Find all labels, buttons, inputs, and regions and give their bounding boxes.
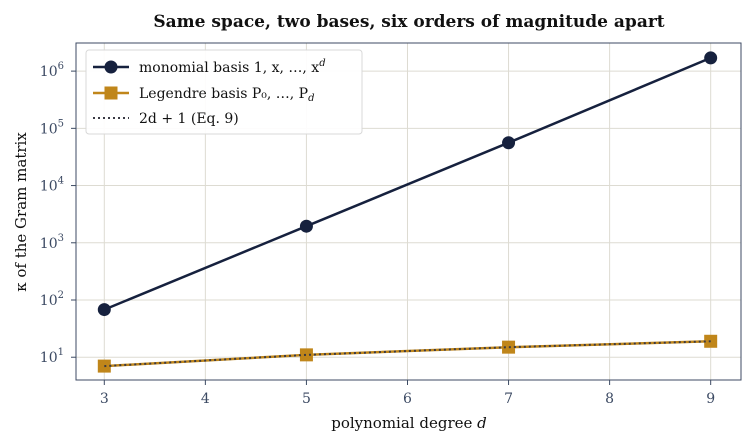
x-tick-label: 5 (302, 391, 311, 407)
legend-label-reference: 2d + 1 (Eq. 9) (139, 111, 239, 127)
data-point-monomial (502, 136, 516, 150)
data-point-monomial (299, 219, 313, 233)
y-tick-label: 102 (40, 290, 64, 309)
x-tick-label: 6 (403, 391, 412, 407)
y-tick-exponent: 2 (58, 290, 64, 301)
x-tick-label: 9 (706, 391, 715, 407)
legend-entry-legendre: Legendre basis P₀, …, Pd (93, 86, 315, 104)
y-tick-label: 105 (40, 118, 64, 137)
series-reference (104, 340, 711, 368)
y-tick-label: 103 (40, 233, 64, 252)
chart-title: Same space, two bases, six orders of mag… (153, 12, 664, 32)
x-axis-label: polynomial degree d (331, 414, 487, 432)
legend-label-monomial: monomial basis 1, x, …, xd (139, 58, 326, 76)
legend-box (85, 49, 363, 135)
data-point-monomial (97, 303, 111, 317)
series-line-monomial (103, 56, 712, 311)
y-tick-label: 104 (40, 176, 64, 195)
data-point-legendre (502, 340, 516, 354)
y-tick-base: 10 (40, 350, 58, 366)
y-tick-base: 10 (40, 179, 58, 195)
legend-label-monomial-sup: d (319, 58, 325, 69)
data-point-legendre (299, 348, 313, 362)
legend-label-legendre-sub: d (308, 93, 314, 104)
legend-label-legendre: Legendre basis P₀, …, Pd (139, 86, 315, 104)
y-tick-base: 10 (40, 236, 58, 252)
legend-label-monomial-text: monomial basis 1, x, …, x (139, 60, 319, 76)
series-line-reference (104, 340, 711, 368)
x-axis-ticks: 3 4 5 6 7 8 9 (100, 380, 715, 407)
x-tick-label: 7 (504, 391, 513, 407)
legend: monomial basis 1, x, …, xd Legendre basi… (85, 49, 363, 135)
y-tick-label: 101 (40, 347, 64, 366)
x-tick-label: 4 (201, 391, 210, 407)
legend-entry-monomial: monomial basis 1, x, …, xd (93, 58, 326, 76)
y-tick-label: 106 (40, 61, 64, 80)
plot-frame (75, 42, 742, 381)
y-tick-exponent: 1 (58, 347, 64, 358)
legend-entry-reference: 2d + 1 (Eq. 9) (93, 111, 239, 127)
y-tick-exponent: 3 (58, 233, 64, 244)
x-axis-label-text: polynomial degree (331, 414, 477, 432)
y-tick-base: 10 (40, 64, 58, 80)
y-tick-exponent: 4 (58, 176, 64, 187)
y-tick-base: 10 (40, 293, 58, 309)
y-tick-exponent: 5 (58, 118, 64, 129)
legend-label-legendre-text: Legendre basis P₀, …, P (139, 86, 308, 102)
x-tick-label: 3 (100, 391, 109, 407)
y-axis-label: κ of the Gram matrix (12, 132, 30, 292)
x-axis-label-var: d (477, 414, 487, 432)
y-tick-base: 10 (40, 121, 58, 137)
legend-marker-monomial (104, 60, 118, 74)
series-monomial (97, 51, 718, 317)
y-tick-exponent: 6 (58, 61, 64, 72)
series-layer (97, 51, 718, 373)
legend-marker-legendre (104, 86, 118, 100)
data-point-legendre (97, 359, 111, 373)
data-point-monomial (704, 51, 718, 65)
x-tick-label: 8 (605, 391, 614, 407)
